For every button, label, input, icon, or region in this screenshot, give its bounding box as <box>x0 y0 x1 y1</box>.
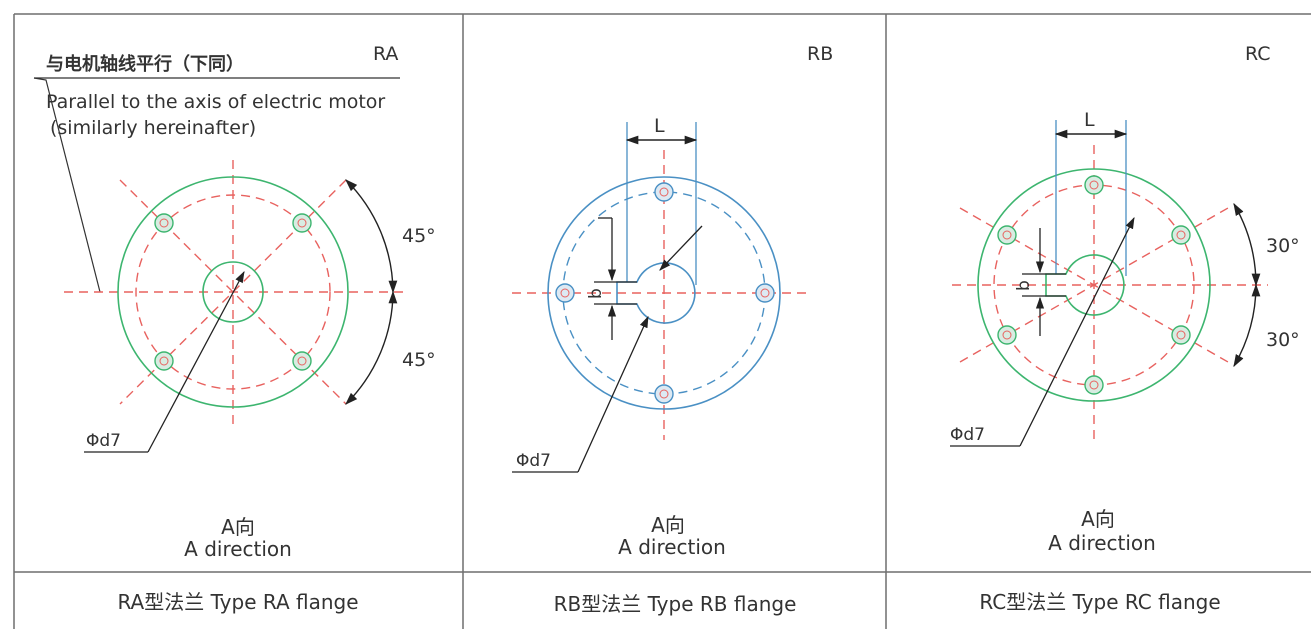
angle-bottom-label: 45° <box>402 349 436 371</box>
flange-type-caption: RA型法兰 Type RA flange <box>117 590 358 614</box>
view-label-cn: A向 <box>1081 507 1115 531</box>
panel-code-label: RA <box>373 43 398 65</box>
diameter-leader <box>577 315 649 473</box>
dimension-l-label: L <box>1084 109 1095 131</box>
flange-type-caption: RB型法兰 Type RB flange <box>554 592 797 616</box>
keyed-shaft-bore <box>616 262 696 324</box>
flange-outer-circle <box>977 168 1211 402</box>
diameter-leader <box>1019 216 1135 447</box>
panel-rc: RC L <box>950 43 1300 614</box>
note-english-line-2: (similarly hereinafter) <box>50 117 256 139</box>
bolt-holes <box>555 182 775 404</box>
diameter-label: Φd7 <box>950 425 985 445</box>
angle-arc-top <box>345 179 398 294</box>
bolt-hole-centers <box>159 218 307 366</box>
angle-arc-top <box>1233 202 1261 287</box>
panel-ra: RA 与电机轴线平行（下同） Parallel to the axis of e… <box>33 43 436 614</box>
bore-leader <box>659 225 703 271</box>
diameter-label: Φd7 <box>516 451 551 471</box>
bolt-holes <box>997 175 1191 395</box>
angle-arc-bottom <box>345 290 398 405</box>
angle-bottom-label: 30° <box>1266 329 1300 351</box>
dimension-b-label: b <box>1014 280 1034 291</box>
centerlines <box>952 145 1268 440</box>
diameter-leader <box>147 270 245 453</box>
centerlines <box>64 160 405 430</box>
angle-top-label: 45° <box>402 225 436 247</box>
view-label-en: A direction <box>184 537 292 561</box>
note-leader-line <box>33 77 101 293</box>
bolt-hole-centers <box>560 187 770 399</box>
dimension-b <box>1022 228 1066 336</box>
view-label-cn: A向 <box>221 515 255 539</box>
dimension-l-label: L <box>654 115 665 137</box>
panel-code-label: RB <box>807 43 833 65</box>
flange-outer-circle <box>547 176 781 410</box>
flange-type-caption: RC型法兰 Type RC flange <box>979 590 1220 614</box>
shaft-bore-circle <box>202 261 264 323</box>
diameter-label: Φd7 <box>86 431 121 451</box>
view-label-en: A direction <box>1048 531 1156 555</box>
view-label-en: A direction <box>618 535 726 559</box>
bolt-hole-centers <box>1002 180 1186 390</box>
view-label-cn: A向 <box>651 513 685 537</box>
note-english-line-1: Parallel to the axis of electric motor <box>46 91 385 113</box>
panel-rb: RB L b <box>512 43 833 616</box>
bolt-holes <box>154 213 312 371</box>
table-frame <box>13 13 1311 629</box>
angle-top-label: 30° <box>1266 235 1300 257</box>
angle-arc-bottom <box>1233 283 1261 368</box>
dimension-l <box>1055 120 1127 276</box>
panel-code-label: RC <box>1245 43 1271 65</box>
dimension-b-label: b <box>586 288 606 299</box>
dimension-l <box>626 122 697 285</box>
note-chinese-label: 与电机轴线平行（下同） <box>46 53 244 75</box>
dimension-b <box>594 217 637 340</box>
keyed-shaft-bore <box>1045 254 1125 316</box>
